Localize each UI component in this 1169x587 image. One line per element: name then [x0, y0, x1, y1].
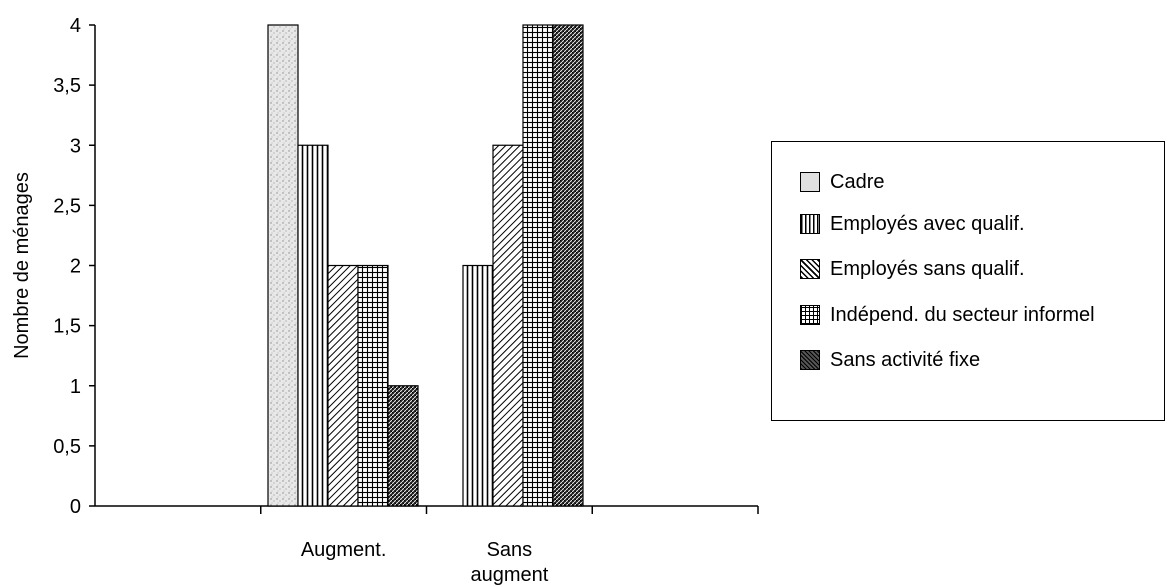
bar-4-1 — [357, 264, 389, 507]
y-tick-label: 2,5 — [53, 195, 81, 217]
legend-item: Indépend. du secteur informel — [800, 304, 1095, 326]
legend-item: Employés sans qualif. — [800, 258, 1025, 280]
x-tick-label: Augment. — [301, 539, 387, 561]
y-tick-label: 1 — [70, 376, 81, 398]
legend-item: Sans activité fixe — [800, 349, 980, 371]
y-tick-label: 2 — [70, 256, 81, 278]
bar-5-1 — [387, 385, 419, 507]
x-tick-label: augment — [470, 564, 548, 586]
legend: Cadre Employés avec qualif. Employés sans … — [771, 141, 1165, 421]
legend-label: Sans activité fixe — [830, 348, 981, 371]
legend-label: Cadre — [830, 170, 885, 193]
legend-swatch — [800, 172, 820, 192]
y-tick-label: 4 — [70, 15, 81, 37]
legend-item: Employés avec qualif. — [800, 213, 1025, 235]
y-tick-label: 3 — [70, 135, 81, 157]
legend-label: Employés avec qualif. — [830, 212, 1025, 235]
legend-swatch — [800, 214, 820, 234]
y-axis-title: Nombre de ménages — [11, 172, 33, 359]
y-tick-label: 0 — [70, 496, 81, 518]
bar-2-2 — [462, 264, 494, 507]
bar-4-2 — [522, 24, 554, 507]
legend-swatch — [800, 259, 820, 279]
legend-swatch — [800, 350, 820, 370]
legend-item: Cadre — [800, 171, 884, 193]
bar-2-1 — [297, 144, 329, 507]
axes — [89, 24, 759, 514]
y-tick-label: 0,5 — [53, 436, 81, 458]
legend-swatch — [800, 305, 820, 325]
bar-5-2 — [552, 24, 584, 507]
legend-label: Employés sans qualif. — [830, 257, 1025, 280]
bar-1-1 — [267, 24, 299, 507]
axis-labels: 0 0,5 1 1,5 2 2,5 3 3,5 4 Nombre de ménages Augmen… — [11, 15, 549, 586]
y-tick-label: 1,5 — [53, 316, 81, 338]
x-tick-label: Sans — [487, 539, 533, 561]
bars — [267, 24, 584, 507]
y-tick-label: 3,5 — [53, 75, 81, 97]
bar-3-1 — [327, 264, 359, 507]
bar-3-2 — [492, 144, 524, 507]
legend-label: Indépend. du secteur informel — [830, 303, 1095, 326]
